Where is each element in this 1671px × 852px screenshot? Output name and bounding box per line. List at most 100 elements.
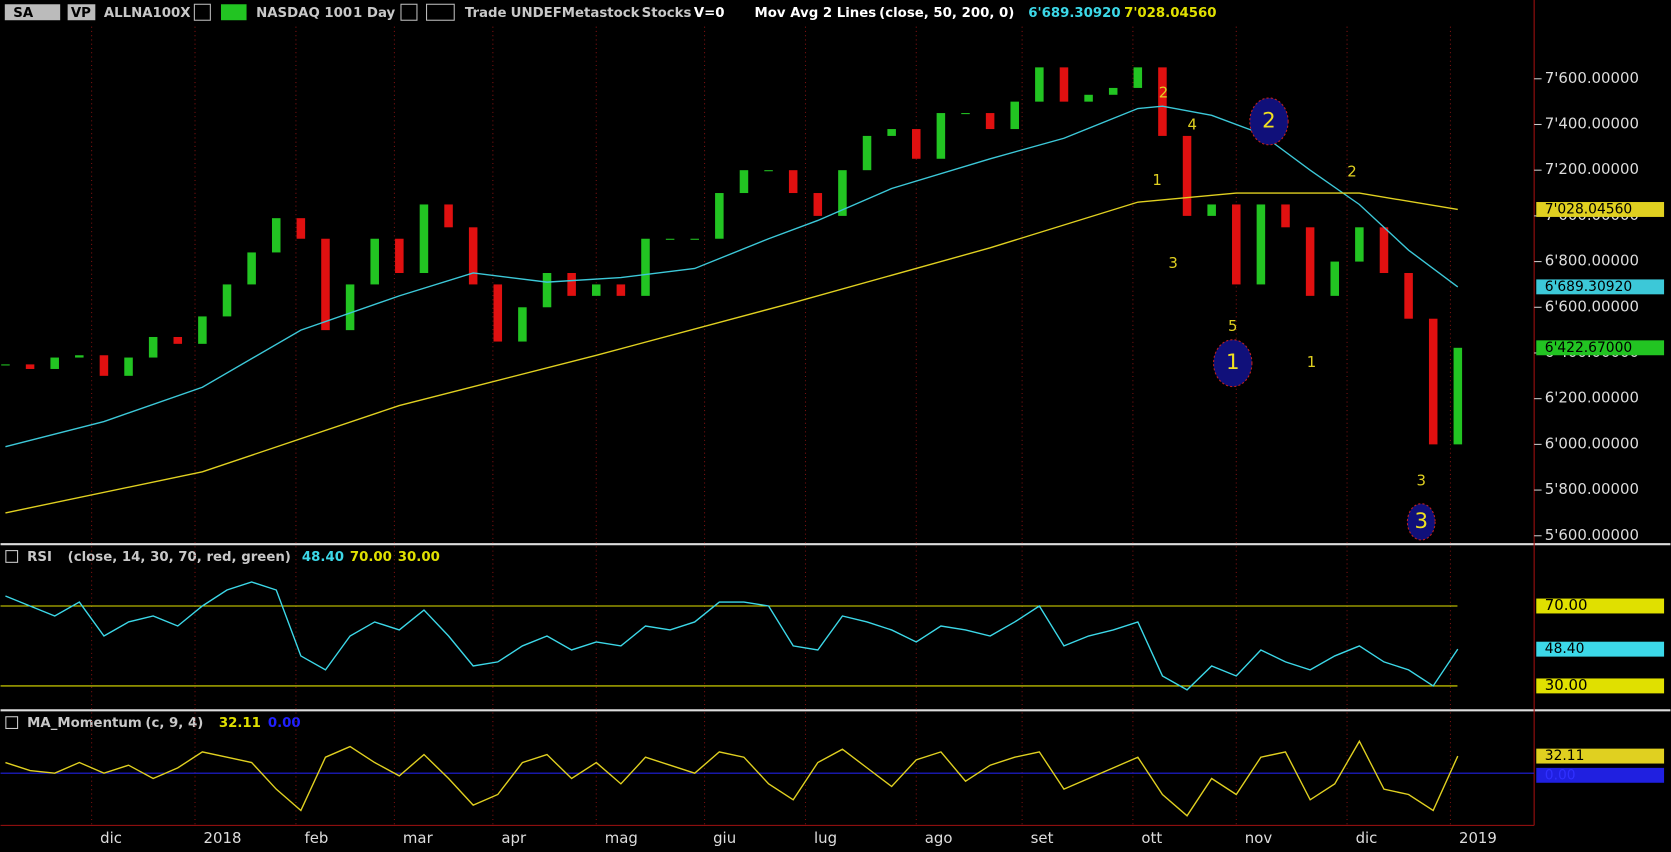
wave-label: 4: [1188, 116, 1197, 134]
momentum-zero: 0.00: [268, 716, 301, 731]
momentum-header: MA_Momentum (c, 9, 4) 32.11 0.00: [5, 716, 301, 731]
candle: [1108, 87, 1118, 95]
momentum-current: 32.11: [219, 716, 261, 731]
candle: [296, 218, 306, 239]
x-tick-label: dic: [1356, 829, 1378, 847]
candle: [567, 273, 576, 296]
close-momentum[interactable]: [5, 716, 19, 729]
vp-text: VP: [71, 6, 91, 21]
candle: [985, 113, 995, 130]
rsi-title: RSI: [27, 550, 52, 565]
source: Metastock: [562, 6, 641, 21]
value-badge-label: 6'422.67000: [1545, 340, 1632, 356]
status: UNDEF: [511, 6, 562, 21]
candle: [591, 284, 601, 296]
candle: [1035, 67, 1044, 102]
y-tick-label: 6'000.00000: [1545, 434, 1639, 452]
y-tick-label: 7'200.00000: [1545, 160, 1639, 178]
candle: [1330, 261, 1340, 296]
x-tick-label: nov: [1245, 829, 1273, 847]
candle: [887, 129, 896, 136]
level-label: 70.00: [1545, 596, 1588, 614]
level-badge: [1536, 678, 1665, 694]
candle: [518, 307, 527, 342]
candle: [715, 193, 724, 239]
candle: [641, 238, 650, 296]
value-badge-label: 7'028.04560: [1545, 201, 1632, 217]
candle: [1010, 101, 1019, 130]
ma-slow-value: 7'028.04560: [1124, 6, 1216, 21]
candle: [1404, 273, 1413, 319]
candle: [1281, 204, 1290, 228]
symbol-name: NASDAQ 100: [256, 6, 352, 21]
rsi-upper: 70.00: [350, 550, 392, 565]
study-params: (close, 50, 200, 0): [879, 6, 1014, 21]
rsi-header: RSI (close, 14, 30, 70, red, green) 48.4…: [5, 550, 440, 565]
momentum-title: MA_Momentum: [27, 716, 142, 731]
candle: [370, 238, 379, 285]
candle: [936, 113, 946, 159]
candle: [247, 252, 256, 285]
rsi-params: (close, 14, 30, 70, red, green): [68, 550, 291, 565]
value-badge-label: 48.40: [1545, 641, 1585, 657]
indicator-button[interactable]: [220, 4, 247, 21]
period-dropdown[interactable]: [400, 3, 418, 21]
indicator-line: [5, 739, 1459, 817]
candle: [222, 284, 232, 317]
wave-label: 2: [1347, 163, 1356, 181]
toolbar: SA VP ALLNA100X NASDAQ 100 1 Day Trade U…: [4, 3, 1217, 21]
mode: Trade: [465, 6, 507, 21]
close-rsi[interactable]: [5, 550, 19, 563]
candle: [50, 357, 59, 369]
vp-button[interactable]: [67, 4, 96, 21]
y-tick-label: 6'800.00000: [1545, 252, 1639, 270]
candle: [1355, 227, 1364, 262]
level-badge: [1536, 598, 1665, 614]
candle: [345, 284, 355, 331]
candle: [788, 170, 798, 194]
y-tick-label: 7'600.00000: [1545, 69, 1639, 87]
study: Mov Avg 2 Lines: [755, 6, 877, 21]
candle: [124, 357, 133, 376]
candle: [25, 364, 35, 369]
candle: [616, 284, 626, 296]
x-tick-label: ott: [1141, 829, 1162, 847]
y-tick-label: 6'600.00000: [1545, 297, 1639, 315]
candle: [321, 238, 330, 331]
candle: [764, 170, 773, 172]
r-button[interactable]: [426, 3, 455, 21]
value-badge: [1536, 279, 1665, 295]
candle: [1207, 204, 1216, 216]
wave-circle: [1213, 339, 1253, 388]
wave-label: 5: [1228, 317, 1237, 335]
x-tick-label: dic: [100, 829, 122, 847]
candle: [75, 355, 84, 358]
candle: [395, 238, 404, 274]
value-badge-label: 32.11: [1545, 748, 1585, 764]
symbol-dropdown[interactable]: [193, 3, 211, 21]
sa-button[interactable]: [4, 4, 61, 21]
wave-circle: [1249, 97, 1289, 146]
y-tick-label: 7'400.00000: [1545, 114, 1639, 132]
value-badge-label: 6'689.30920: [1545, 279, 1632, 295]
candle: [1059, 67, 1069, 102]
volume: V=0: [694, 6, 725, 21]
y-tick-label: 5'600.00000: [1545, 526, 1639, 544]
candle: [148, 336, 158, 358]
candle: [961, 113, 970, 115]
value-badge: [1536, 641, 1665, 657]
moving-average: [5, 105, 1459, 448]
candle: [1084, 94, 1093, 102]
wave-label: 1: [1307, 353, 1316, 371]
x-tick-label: ago: [925, 829, 953, 847]
candle: [1182, 135, 1192, 216]
symbol: ALLNA100X: [104, 6, 191, 21]
wave-circle: [1406, 503, 1436, 541]
candle: [1453, 347, 1463, 445]
candle: [690, 238, 699, 240]
candle: [665, 238, 675, 240]
x-tick-label: giu: [713, 829, 736, 847]
value-badge: [1536, 340, 1665, 356]
candle: [1379, 227, 1389, 274]
candle: [444, 204, 453, 228]
